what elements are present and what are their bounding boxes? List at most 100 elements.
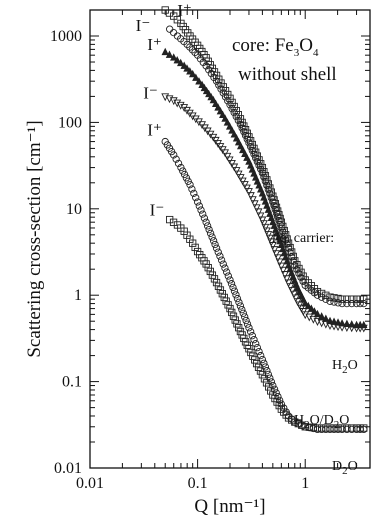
data-point bbox=[290, 290, 298, 299]
data-point bbox=[256, 367, 265, 375]
data-point bbox=[272, 250, 281, 259]
data-point bbox=[188, 69, 197, 78]
data-point bbox=[283, 240, 291, 248]
data-point bbox=[232, 291, 240, 299]
data-point bbox=[330, 424, 338, 432]
data-point bbox=[248, 146, 256, 155]
data-point bbox=[177, 163, 185, 172]
data-point bbox=[256, 212, 265, 221]
annotation-without-shell: without shell bbox=[238, 64, 337, 85]
data-point bbox=[169, 97, 178, 106]
data-point bbox=[252, 154, 260, 162]
data-point bbox=[262, 379, 271, 387]
data-point bbox=[347, 324, 356, 333]
data-point bbox=[208, 271, 217, 279]
data-point bbox=[264, 185, 273, 194]
data-point bbox=[227, 280, 236, 288]
data-point bbox=[236, 302, 245, 310]
data-point bbox=[170, 151, 178, 159]
data-point bbox=[284, 279, 293, 288]
carrier-label-h2o-d2o: H2O/D2O bbox=[294, 413, 349, 431]
data-point bbox=[235, 324, 243, 332]
data-point bbox=[281, 271, 289, 279]
data-point bbox=[170, 53, 178, 61]
data-point bbox=[338, 299, 346, 308]
data-point bbox=[334, 299, 342, 307]
data-point bbox=[238, 124, 246, 132]
data-point bbox=[226, 276, 234, 284]
data-point bbox=[240, 128, 248, 136]
data-point bbox=[161, 93, 170, 102]
data-point bbox=[209, 237, 218, 245]
data-point bbox=[222, 268, 231, 276]
data-point bbox=[277, 400, 285, 408]
data-point bbox=[251, 356, 259, 364]
data-point bbox=[274, 254, 282, 263]
tick-labels: 0.01 0.1 1 0.01 0.1 1 10 100 1000 bbox=[50, 28, 309, 492]
data-point bbox=[276, 220, 284, 228]
data-point bbox=[183, 40, 191, 49]
data-point bbox=[342, 324, 351, 332]
data-point bbox=[263, 367, 271, 375]
data-point bbox=[326, 322, 334, 330]
data-point bbox=[173, 99, 182, 108]
data-point bbox=[229, 283, 237, 292]
data-point bbox=[352, 299, 361, 308]
data-point bbox=[216, 286, 225, 294]
data-point bbox=[264, 383, 273, 391]
data-point bbox=[173, 56, 181, 64]
data-point bbox=[270, 246, 279, 255]
data-point bbox=[234, 116, 242, 125]
data-point bbox=[186, 43, 194, 51]
y-axis-label: Scattering cross-section [cm⁻¹] bbox=[24, 120, 45, 357]
data-point bbox=[246, 142, 255, 151]
data-point bbox=[191, 243, 199, 252]
data-point bbox=[271, 205, 279, 214]
data-point bbox=[212, 278, 221, 287]
data-point bbox=[280, 232, 288, 240]
data-point bbox=[299, 277, 307, 286]
data-point bbox=[313, 309, 322, 318]
data-point bbox=[313, 424, 322, 432]
data-point bbox=[274, 213, 282, 221]
data-point bbox=[309, 423, 318, 432]
data-point bbox=[243, 135, 251, 143]
series-label: I⁺ bbox=[147, 121, 162, 140]
y-tick-label: 100 bbox=[58, 114, 82, 131]
data-point bbox=[203, 222, 212, 230]
data-point bbox=[195, 202, 203, 210]
data-point bbox=[224, 97, 232, 105]
data-point bbox=[218, 290, 226, 298]
data-point bbox=[279, 228, 287, 236]
data-point bbox=[226, 304, 234, 313]
data-point bbox=[249, 352, 257, 360]
data-point bbox=[318, 293, 326, 301]
data-point bbox=[211, 240, 219, 249]
data-point bbox=[191, 48, 199, 57]
data-point bbox=[267, 387, 275, 395]
data-point bbox=[165, 95, 174, 104]
data-point bbox=[261, 177, 270, 185]
data-point bbox=[232, 112, 240, 121]
data-point bbox=[291, 261, 299, 270]
data-point bbox=[184, 177, 192, 185]
data-point bbox=[264, 370, 273, 379]
data-point bbox=[230, 108, 238, 117]
data-point bbox=[282, 236, 290, 244]
data-point bbox=[286, 248, 294, 257]
y-tick-label: 10 bbox=[66, 201, 82, 218]
data-marks: I⁺I⁻I⁺I⁻I⁺I⁻ bbox=[136, 1, 368, 434]
data-point bbox=[252, 340, 260, 348]
data-point bbox=[245, 324, 253, 332]
data-point bbox=[267, 194, 275, 202]
data-point bbox=[305, 423, 313, 431]
series-label: I⁺ bbox=[177, 1, 192, 20]
data-point bbox=[233, 294, 242, 303]
x-tick-label: 0.1 bbox=[188, 475, 208, 492]
data-point bbox=[338, 323, 346, 332]
data-point bbox=[255, 347, 263, 356]
data-point bbox=[206, 267, 214, 276]
data-point bbox=[224, 301, 232, 309]
data-point bbox=[202, 260, 210, 268]
annotation-core: core: Fe3O4 bbox=[232, 35, 319, 59]
